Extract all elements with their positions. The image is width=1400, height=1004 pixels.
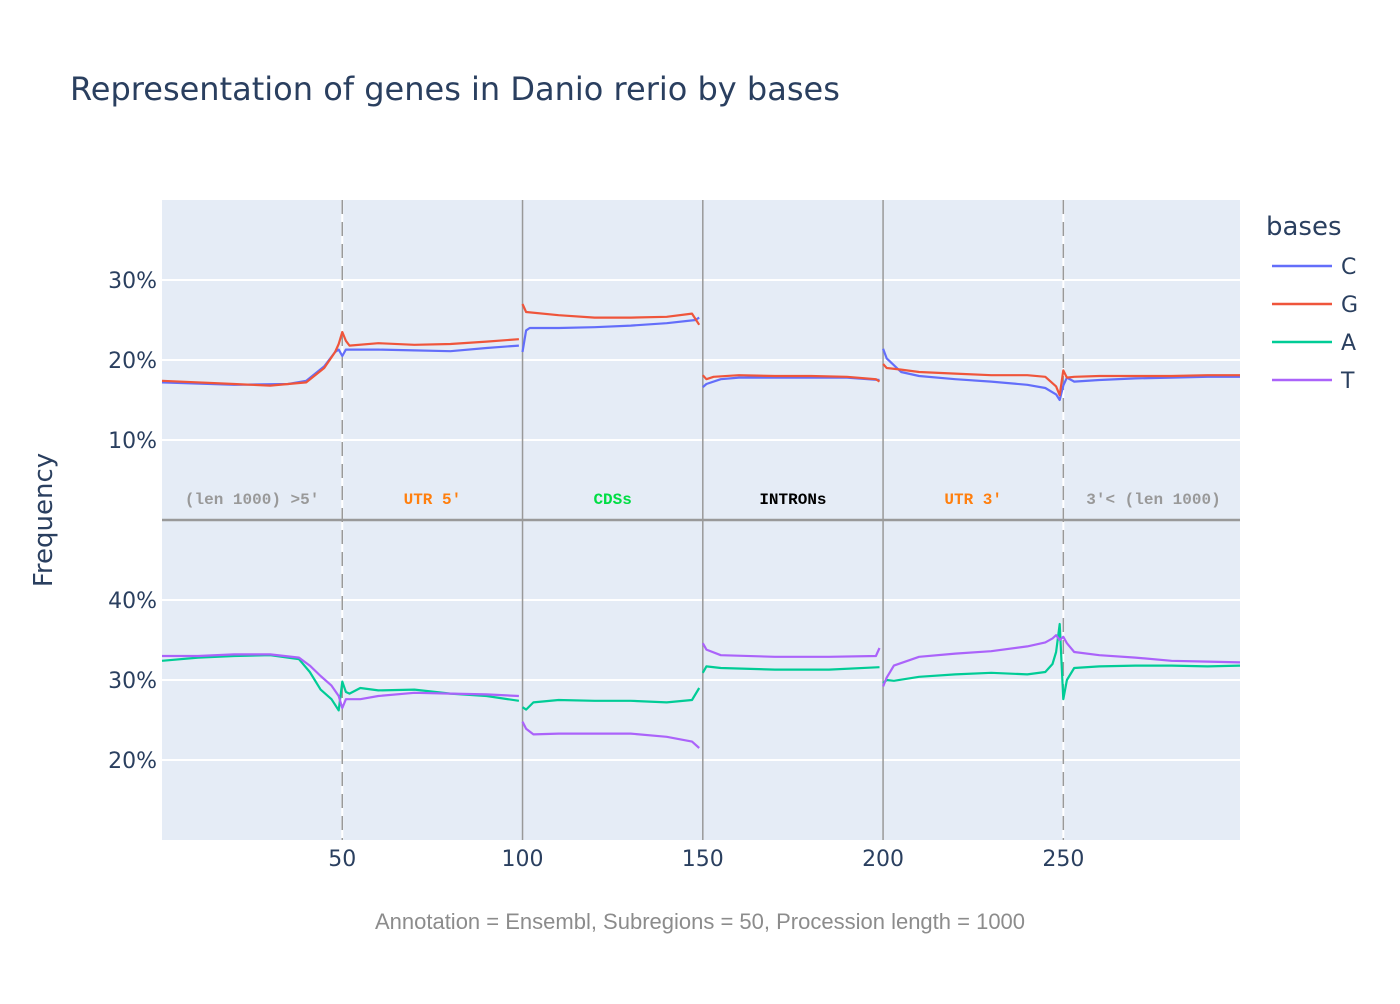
x-tick-label: 50: [328, 847, 356, 872]
y-tick-label-top: 30%: [108, 269, 157, 294]
region-label: (len 1000) >5': [185, 491, 319, 509]
series-line-G: [521, 303, 701, 326]
chart-title: Representation of genes in Danio rerio b…: [70, 70, 840, 108]
y-tick-label-bottom: 20%: [108, 749, 157, 774]
series-line-T: [701, 642, 881, 658]
x-tick-label: 100: [502, 847, 544, 872]
series-line-T: [882, 634, 1241, 687]
series-line-C: [882, 348, 1240, 402]
legend-label-G: G: [1341, 293, 1358, 318]
region-label: CDSs: [593, 491, 631, 509]
y-tick-label-bottom: 30%: [108, 669, 157, 694]
series-line-G: [161, 330, 519, 387]
series-line-A: [521, 687, 701, 711]
x-tick-label: 200: [862, 847, 904, 872]
region-label: UTR 5': [404, 491, 462, 509]
series-line-G: [882, 363, 1240, 397]
region-label: INTRONs: [759, 491, 826, 509]
y-tick-label-top: 10%: [108, 429, 157, 454]
y-tick-label-bottom: 40%: [108, 589, 157, 614]
series-line-G: [701, 374, 881, 383]
region-label: UTR 3': [944, 491, 1002, 509]
series-line-A: [701, 665, 880, 674]
x-axis-caption: Annotation = Ensembl, Subregions = 50, P…: [375, 909, 1025, 934]
series-line-T: [521, 721, 700, 749]
legend-label-C: C: [1341, 255, 1356, 280]
y-axis-label: Frequency: [29, 453, 59, 587]
y-tick-label-top: 20%: [108, 349, 157, 374]
series-line-A: [882, 622, 1241, 701]
legend-label-A: A: [1341, 331, 1356, 356]
series-line-T: [162, 653, 519, 710]
y-tick-labels: 10% 20% 30% 20% 30% 40%: [108, 269, 157, 774]
legend-title: bases: [1266, 212, 1342, 242]
x-tick-label: 250: [1042, 847, 1084, 872]
series-line-C: [521, 316, 700, 353]
series-lines: [161, 303, 1241, 749]
x-tick-label: 150: [682, 847, 724, 872]
region-label: 3'< (len 1000): [1086, 491, 1220, 509]
region-labels: (len 1000) >5' UTR 5' CDSs INTRONs UTR 3' 3'<…: [185, 491, 1221, 509]
x-tick-labels: 50 100 150 200 250: [328, 847, 1084, 872]
legend-label-T: T: [1340, 369, 1355, 394]
